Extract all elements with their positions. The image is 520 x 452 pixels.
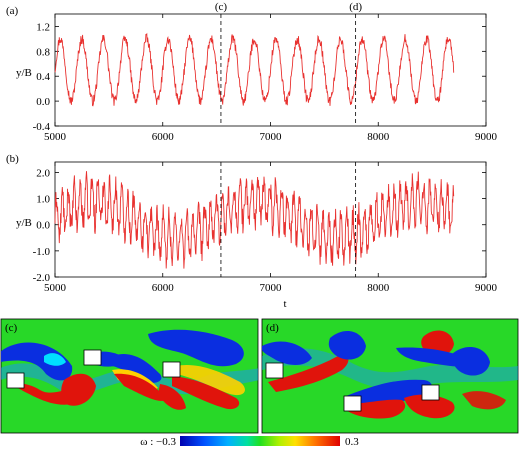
snapshot-d-label: (d) (266, 322, 279, 334)
colorbar-label: ω : −0.3 (140, 436, 176, 448)
square-cylinder-c1 (6, 372, 25, 389)
vorticity-colorbar: ω : −0.3 0.3 (140, 436, 359, 448)
snapshot-marker-label: (c) (215, 1, 228, 13)
square-cylinder-d1 (265, 362, 284, 379)
x-tick-label: 5000 (44, 282, 67, 294)
x-tick-label: 9000 (475, 131, 498, 143)
x-tick-label: 5000 (44, 131, 67, 143)
series-line (54, 171, 455, 269)
colorbar-gradient (180, 436, 340, 446)
series-line (54, 32, 455, 107)
plot-area-b: 5000 6000 7000 8000 9000 -2.0 -1.0 0.0 1.0 2.0 (33, 161, 498, 294)
y-tick-label: -0.4 (33, 121, 51, 133)
snapshot-marker-label: (d) (349, 1, 362, 13)
square-cylinder-c2 (83, 349, 102, 366)
x-tick-label: 8000 (367, 282, 390, 294)
panel-label-a: (a) (6, 5, 19, 17)
y-tick-label: 0.4 (36, 71, 50, 83)
y-tick-label: 1.0 (36, 194, 50, 206)
y-tick-label: 0.8 (36, 46, 50, 58)
panel-label-b: (b) (6, 153, 19, 165)
x-tick-label: 6000 (152, 282, 175, 294)
ylabel-a: y/B (16, 67, 32, 79)
x-tick-label: 6000 (152, 131, 175, 143)
plot-area-a: 5000 6000 7000 8000 9000 -0.4 0.0 0.4 0.8 1.2 (c) (… (33, 1, 498, 143)
x-tick-label: 9000 (475, 282, 498, 294)
snapshot-c-label: (c) (5, 322, 18, 334)
y-tick-label: 2.0 (36, 167, 50, 179)
time-series-panel-b: (b) y/B t 5000 6000 7000 8000 9000 -2.0 -1.0 0.… (6, 153, 498, 310)
square-cylinder-d3 (421, 384, 440, 401)
square-cylinder-d2 (343, 395, 362, 412)
square-cylinder-c3 (162, 361, 181, 378)
vorticity-snapshot-c: (c) (0, 318, 259, 434)
time-series-panel-a: (a) y/B 5000 6000 7000 8000 9000 -0.4 0.0 0.4 0.… (6, 1, 498, 143)
y-tick-label: 0.0 (36, 220, 50, 232)
ylabel-b: y/B (16, 217, 32, 229)
vorticity-snapshot-d: (d) (261, 318, 519, 434)
x-tick-label: 7000 (260, 282, 283, 294)
y-tick-label: 1.2 (36, 21, 50, 33)
xlabel-b: t (283, 298, 286, 310)
y-tick-label: -1.0 (33, 246, 51, 258)
x-tick-label: 7000 (260, 131, 283, 143)
x-tick-label: 8000 (367, 131, 390, 143)
y-tick-label: -2.0 (33, 272, 51, 284)
colorbar-max-label: 0.3 (345, 436, 359, 448)
y-tick-label: 0.0 (36, 96, 50, 108)
